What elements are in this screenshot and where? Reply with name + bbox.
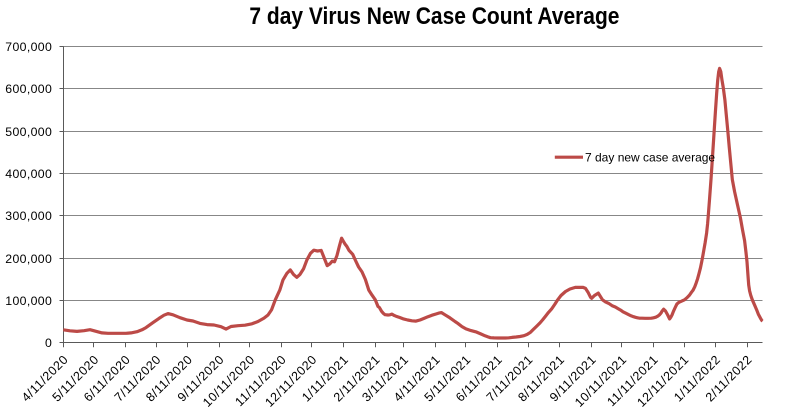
svg-text:7 day new case average: 7 day new case average	[585, 150, 715, 164]
svg-text:0: 0	[45, 336, 52, 350]
svg-text:700,000: 700,000	[5, 40, 52, 54]
svg-text:7 day Virus New Case Count Ave: 7 day Virus New Case Count Average	[249, 3, 619, 30]
svg-text:500,000: 500,000	[5, 125, 52, 139]
svg-text:400,000: 400,000	[5, 167, 52, 181]
svg-text:300,000: 300,000	[5, 209, 52, 223]
svg-text:200,000: 200,000	[5, 252, 52, 266]
svg-text:100,000: 100,000	[5, 294, 52, 308]
svg-text:600,000: 600,000	[5, 82, 52, 96]
